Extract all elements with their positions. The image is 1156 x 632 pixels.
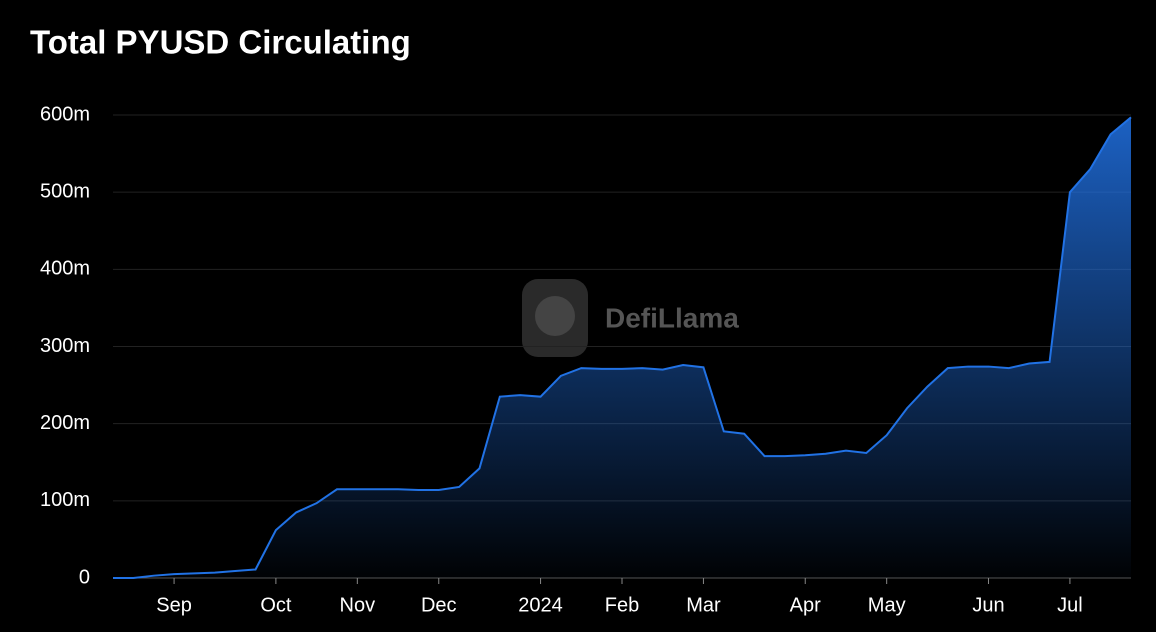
x-tick-label: Sep <box>156 594 192 616</box>
x-tick-label: Dec <box>421 594 457 616</box>
area <box>113 117 1131 578</box>
line <box>113 116 1132 579</box>
x-tick-label: Jul <box>1057 594 1083 616</box>
x-tick-label: Jun <box>972 594 1004 616</box>
x-tick-label: May <box>868 594 906 616</box>
x-tick-label: Apr <box>790 594 821 616</box>
x-tick-label: Feb <box>605 594 639 616</box>
x-tick-label: Mar <box>686 594 721 616</box>
y-tick-label: 0 <box>79 566 90 588</box>
x-tick-label: 2024 <box>518 594 563 616</box>
x-tick-label: Oct <box>260 594 292 616</box>
watermark-logo <box>522 279 588 357</box>
y-tick-label: 500m <box>40 180 90 202</box>
y-tick-label: 100m <box>40 489 90 511</box>
watermark: DefiLlama <box>605 302 739 333</box>
y-tick-label: 400m <box>40 258 90 280</box>
y-tick-label: 600m <box>40 103 90 125</box>
y-tick-label: 300m <box>40 335 90 357</box>
y-tick-label: 200m <box>40 412 90 434</box>
chart-title: Total PYUSD Circulating <box>30 24 411 61</box>
x-tick-label: Nov <box>340 594 376 616</box>
